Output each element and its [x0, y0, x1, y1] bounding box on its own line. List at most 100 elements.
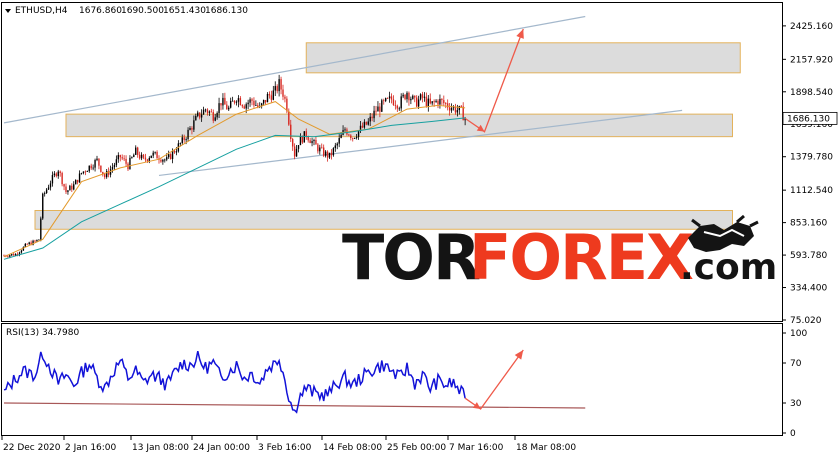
candle-body [228, 107, 230, 110]
candle-body [152, 152, 154, 156]
candle-body [334, 145, 337, 149]
candle-body [96, 158, 98, 161]
price-tick-label: 75.020 [790, 316, 822, 326]
candle-body [454, 106, 457, 113]
symbol-dropdown-icon [5, 9, 11, 13]
candle-body [390, 96, 393, 100]
candle-body [22, 246, 25, 251]
watermark-tor: TOR [342, 221, 480, 294]
candle-body [202, 109, 205, 115]
candle-body [396, 105, 399, 109]
candle-body [231, 100, 234, 102]
candle-body [404, 94, 406, 100]
price-tick-label: 1379.780 [790, 153, 833, 163]
rsi-tick-label: 30 [790, 399, 802, 409]
current-price-label: 1686.130 [787, 114, 830, 124]
ma-fast-line [3, 101, 466, 258]
candle-body [111, 167, 114, 170]
candle-body [226, 104, 228, 110]
candle-body [363, 121, 366, 128]
candle-body [388, 96, 391, 99]
high-value: 1690.500 [121, 6, 164, 16]
candle-body [59, 171, 61, 173]
candle-body [338, 138, 340, 144]
candle-body [218, 103, 220, 114]
price-zone-1 [305, 42, 741, 74]
time-tick-label: 3 Feb 16:00 [258, 443, 312, 453]
candle-body [427, 98, 430, 107]
candle-body [197, 112, 199, 116]
candle-body [350, 135, 352, 139]
candle-body [47, 187, 50, 190]
candle-body [102, 171, 104, 175]
candle-body [131, 157, 133, 158]
current-price-tag: 1686.130 [782, 111, 838, 125]
candle-body [243, 106, 245, 109]
candle-body [18, 252, 21, 255]
rsi-tick-label: 70 [790, 359, 802, 369]
candle-body [212, 112, 214, 121]
candle-body [286, 98, 288, 112]
candle-body [187, 129, 189, 140]
candle-body [280, 79, 282, 90]
candle-body [359, 125, 362, 131]
candle-body [293, 146, 296, 157]
candle-body [441, 98, 443, 101]
candle-body [322, 147, 325, 156]
candle-body [377, 106, 379, 112]
candle-body [162, 159, 164, 162]
forecast-arrow-head [472, 402, 481, 409]
candle-body [272, 90, 275, 100]
channel-lower-line [158, 109, 683, 177]
candle-body [204, 109, 207, 111]
candle-body [344, 129, 346, 131]
candle-body [415, 97, 418, 107]
candle-body [433, 101, 435, 103]
candle-body [55, 173, 58, 177]
candle-body [9, 255, 11, 257]
candle-body [156, 151, 158, 159]
candle-body [73, 184, 75, 190]
time-tick-label: 22 Dec 2020 [3, 443, 61, 453]
candle-body [450, 108, 453, 111]
candle-body [45, 189, 48, 194]
candle-body [142, 154, 145, 158]
candle-body [92, 167, 94, 169]
candle-body [57, 171, 59, 177]
candle-body [392, 99, 395, 105]
candle-body [71, 185, 73, 190]
candle-body [121, 157, 123, 159]
candle-body [169, 154, 172, 160]
candle-body [94, 160, 96, 168]
candle-body [74, 179, 77, 185]
candle-body [357, 130, 360, 137]
candle-body [278, 79, 280, 92]
candle-body [86, 171, 89, 172]
rsi-panel-frame [1, 323, 783, 436]
forecast-arrow-price [464, 28, 524, 133]
candle-body [460, 105, 462, 107]
candle-body [107, 171, 110, 175]
candle-body [458, 105, 461, 111]
candle-body [264, 99, 267, 103]
candle-body [214, 117, 216, 121]
candle-body [11, 254, 13, 256]
candle-body [12, 254, 15, 256]
candle-body [88, 165, 90, 172]
candle-body [241, 105, 244, 107]
candle-body [113, 164, 116, 168]
candle-body [260, 103, 263, 107]
candle-body [437, 100, 439, 105]
candle-body [326, 151, 329, 158]
watermark-dotcom: .com [680, 247, 777, 288]
channel-upper-line [3, 15, 586, 124]
candle-body [14, 254, 17, 256]
candle-body [78, 173, 81, 183]
candle-body [448, 107, 451, 111]
candle-body [173, 150, 176, 153]
rsi-support-segment [3, 402, 586, 409]
candle-body [361, 125, 364, 128]
candle-body [51, 175, 54, 184]
candle-body [313, 140, 315, 142]
rsi-tick-label: 0 [790, 429, 796, 439]
